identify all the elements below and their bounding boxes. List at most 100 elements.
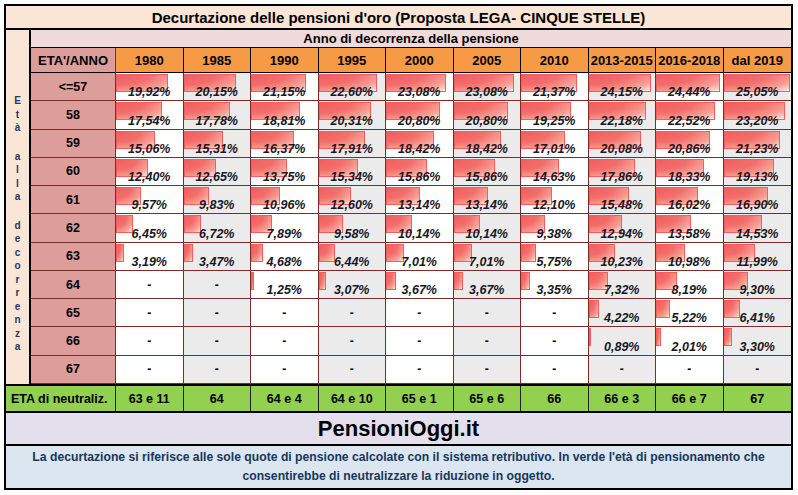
column-header: dal 2019: [724, 48, 792, 73]
cell-value: 22,18%: [589, 114, 656, 128]
row-header: 63: [31, 243, 116, 271]
table-body: Anno di decorrenza della pensione ETA'/A…: [31, 30, 791, 384]
cell-value: 20,80%: [386, 114, 453, 128]
cell-value: 18,81%: [251, 114, 318, 128]
data-cell: 13,75%: [251, 158, 319, 186]
column-header: 1980: [116, 48, 184, 73]
neutralization-cell: 64: [184, 386, 252, 411]
side-label-letter: d: [14, 219, 20, 233]
cell-value: 18,33%: [656, 170, 723, 184]
empty-cell-dash: -: [386, 356, 453, 383]
neutralization-cell: 64 e 10: [319, 386, 387, 411]
side-label-letter: e: [15, 232, 21, 246]
row-header: 60: [31, 158, 116, 186]
footer-line-1: La decurtazione si riferisce alle sole q…: [32, 448, 764, 467]
cell-value: 12,94%: [589, 227, 656, 241]
cell-value: 6,45%: [116, 227, 183, 241]
data-cell: -: [521, 299, 589, 327]
cell-value: 6,72%: [184, 227, 251, 241]
data-cell: -: [184, 299, 252, 327]
footer-line-2: consentirebbe di neutralizzare la riduzi…: [242, 467, 554, 486]
empty-cell-dash: -: [116, 271, 183, 298]
cell-value: 4,68%: [251, 255, 318, 269]
data-cell: 4,22%: [589, 299, 657, 327]
data-cell: 5,22%: [656, 299, 724, 327]
side-label-letter: a: [15, 150, 21, 164]
neutralization-cell: 64 e 4: [251, 386, 319, 411]
data-cell: 19,13%: [724, 158, 792, 186]
cell-value: 21,37%: [521, 85, 588, 99]
column-axis-label: Anno di decorrenza della pensione: [31, 30, 791, 48]
data-cell: 9,38%: [521, 214, 589, 242]
row-header: 59: [31, 130, 116, 158]
cell-value: 18,42%: [386, 142, 453, 156]
page-title: Decurtazione delle pensioni d'oro (Propo…: [6, 6, 791, 30]
data-cell: 18,42%: [454, 130, 522, 158]
empty-cell-dash: -: [319, 299, 386, 326]
data-cell: 21,23%: [724, 130, 792, 158]
empty-cell-dash: -: [184, 356, 251, 383]
cell-value: 23,20%: [724, 114, 792, 128]
cell-value: 9,57%: [116, 198, 183, 212]
side-label-letter: E: [14, 94, 21, 108]
data-cell: 9,83%: [184, 186, 252, 214]
data-cell: 17,78%: [184, 101, 252, 129]
cell-value: 12,65%: [184, 170, 251, 184]
data-cell: 16,37%: [251, 130, 319, 158]
empty-cell-dash: -: [656, 356, 723, 383]
neutralization-cell: 66: [521, 386, 589, 411]
neutralization-cell: 66 e 7: [656, 386, 724, 411]
data-cell: 20,08%: [589, 130, 657, 158]
cell-value: 25,05%: [724, 85, 792, 99]
data-cell: 7,01%: [454, 243, 522, 271]
data-cell: 17,54%: [116, 101, 184, 129]
cell-value: 16,02%: [656, 198, 723, 212]
cell-value: 7,89%: [251, 227, 318, 241]
data-cell: 10,98%: [656, 243, 724, 271]
cell-value: 17,86%: [589, 170, 656, 184]
empty-cell-dash: -: [184, 327, 251, 354]
cell-value: 21,23%: [724, 142, 792, 156]
data-cell: 4,68%: [251, 243, 319, 271]
column-header: 2000: [386, 48, 454, 73]
data-cell: 3,19%: [116, 243, 184, 271]
cell-value: 12,10%: [521, 198, 588, 212]
data-cell: 12,60%: [319, 186, 387, 214]
cell-value: 17,01%: [521, 142, 588, 156]
data-cell: -: [589, 356, 657, 384]
data-cell: 8,19%: [656, 271, 724, 299]
data-cell: 14,53%: [724, 214, 792, 242]
empty-cell-dash: -: [521, 327, 588, 354]
data-cell: -: [319, 299, 387, 327]
neutralization-cell: 65 e 6: [454, 386, 522, 411]
column-header: 1995: [319, 48, 387, 73]
cell-value: 24,15%: [589, 85, 656, 99]
data-cell: -: [251, 356, 319, 384]
data-cell: 13,58%: [656, 214, 724, 242]
data-cell: 17,01%: [521, 130, 589, 158]
cell-value: 13,58%: [656, 227, 723, 241]
data-cell: 10,14%: [386, 214, 454, 242]
cell-value: 15,31%: [184, 142, 251, 156]
data-cell: 3,35%: [521, 271, 589, 299]
footer-note: La decurtazione si riferisce alle sole q…: [6, 446, 791, 488]
cell-value: 19,13%: [724, 170, 792, 184]
cell-value: 5,75%: [521, 255, 588, 269]
data-cell: 24,44%: [656, 73, 724, 101]
cell-value: 13,75%: [251, 170, 318, 184]
cell-value: 3,30%: [724, 340, 792, 354]
data-cell: 15,31%: [184, 130, 252, 158]
data-cell: 12,40%: [116, 158, 184, 186]
neutralization-cell: 65 e 1: [386, 386, 454, 411]
cell-value: 3,07%: [319, 283, 386, 297]
data-cell: 5,75%: [521, 243, 589, 271]
data-cell: 13,14%: [386, 186, 454, 214]
data-cell: -: [656, 356, 724, 384]
data-cell: -: [116, 271, 184, 299]
data-cell: -: [116, 327, 184, 355]
empty-cell-dash: -: [521, 299, 588, 326]
cell-value: 8,19%: [656, 283, 723, 297]
side-label-letter: l: [16, 163, 19, 177]
data-cell: 22,18%: [589, 101, 657, 129]
data-cell: 1,25%: [251, 271, 319, 299]
